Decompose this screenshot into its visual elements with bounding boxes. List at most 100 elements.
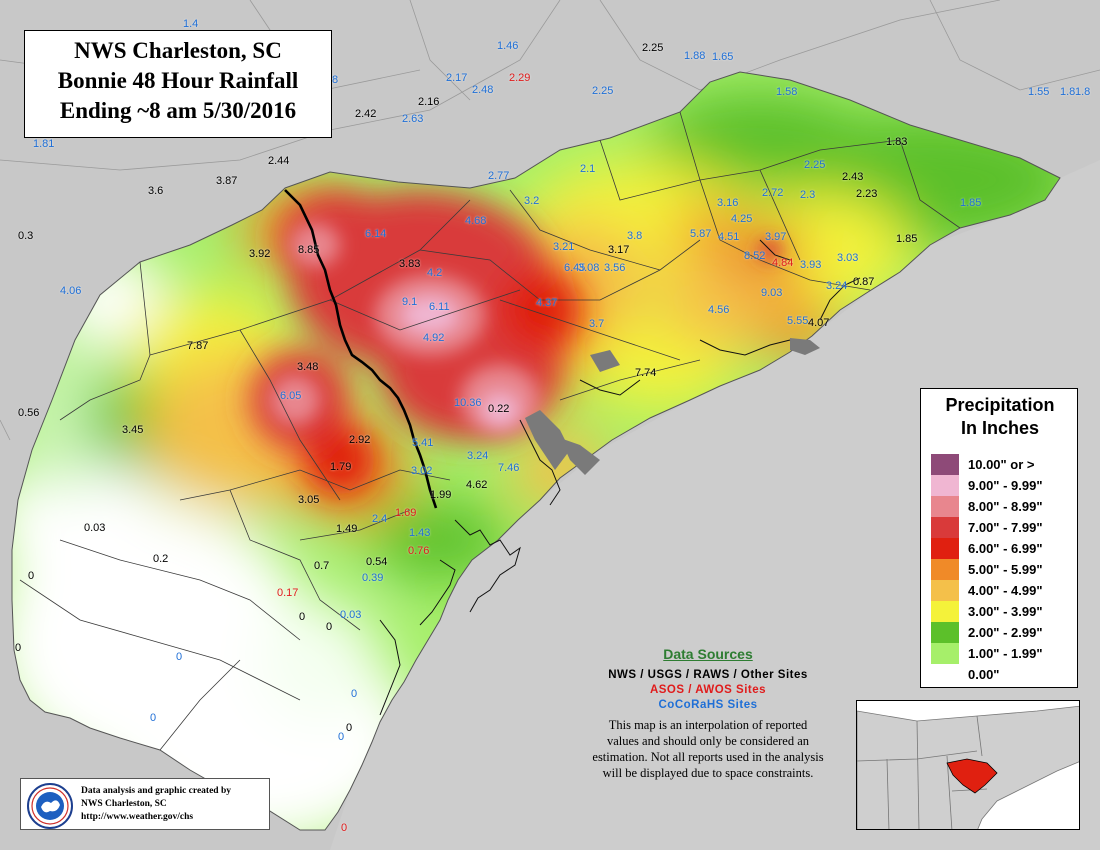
legend-label: 7.00" - 7.99" [968,520,1043,535]
station-value-nws: 1.83 [886,136,908,148]
nws-logo-icon [27,783,73,829]
station-value-cocorahs: 1.8 [1075,86,1091,98]
station-value-cocorahs: 7.46 [498,462,520,474]
station-value-cocorahs: 0.03 [340,609,362,621]
legend-swatch [931,601,959,622]
station-value-cocorahs: 2.3 [800,189,816,201]
ocean-area [330,160,1100,850]
station-value-nws: 4.62 [466,479,488,491]
station-value-cocorahs: 3.93 [800,259,822,271]
station-value-cocorahs: 0 [150,712,157,724]
station-value-cocorahs: 9.1 [402,296,418,308]
legend-swatch [931,622,959,643]
station-value-nws: 0.3 [18,230,34,242]
legend-swatch [931,475,959,496]
legend-row: 3.00" - 3.99" [931,601,1077,622]
station-value-cocorahs: 3.21 [553,241,575,253]
station-value-cocorahs: 3.97 [765,231,787,243]
legend-label: 6.00" - 6.99" [968,541,1043,556]
station-value-cocorahs: 2.17 [446,72,468,84]
disclaimer-line: values and should only be considered an [606,734,810,748]
station-value-cocorahs: 3.24 [467,450,489,462]
savannah-river-state-line [284,189,438,509]
station-value-nws: 4.07 [808,317,830,329]
legend-swatch [931,559,959,580]
station-value-nws: 2.42 [355,108,377,120]
station-value-cocorahs: 4.68 [465,215,487,227]
station-value-cocorahs: 4.56 [708,304,730,316]
station-value-nws: 1.99 [430,489,452,501]
station-value-cocorahs: 2.4 [372,513,388,525]
station-value-asos: 0.17 [277,587,299,599]
station-value-cocorahs: 2.77 [488,170,510,182]
station-value-nws: 2.25 [642,42,664,54]
legend-swatch [931,496,959,517]
station-value-cocorahs: 3.8 [627,230,643,242]
station-value-cocorahs: 9.03 [761,287,783,299]
station-value-cocorahs: 5.87 [690,228,712,240]
station-value-cocorahs: 1.88 [684,50,706,62]
station-value-cocorahs: 3.24 [826,280,848,292]
legend-label: 1.00" - 1.99" [968,646,1043,661]
station-value-cocorahs: 0 [176,651,183,663]
station-value-cocorahs: 1.65 [712,51,734,63]
legend-row: 1.00" - 1.99" [931,643,1077,664]
coastal-water [525,338,820,475]
station-value-cocorahs: 4.25 [731,213,753,225]
station-value-cocorahs: 8 [332,74,339,86]
credit-box: Data analysis and graphic created by NWS… [20,778,270,830]
legend-title-line-2: In Inches [960,418,1040,438]
legend-row: 0.00" [931,664,1077,685]
station-value-cocorahs: 6.14 [365,228,387,240]
disclaimer-line: This map is an interpolation of reported [608,718,808,732]
legend-swatch [931,454,959,475]
credit-line-2: NWS Charleston, SC [81,799,167,809]
station-value-cocorahs: 1.55 [1028,86,1050,98]
source-nws: NWS / USGS / RAWS / Other Sites [608,669,808,681]
station-value-cocorahs: 10.36 [454,397,482,409]
legend-label: 4.00" - 4.99" [968,583,1043,598]
data-sources-title: Data Sources [663,646,753,662]
station-value-cocorahs: 2.48 [472,84,494,96]
station-value-asos: 0 [341,822,348,834]
station-value-nws: 7.74 [635,367,657,379]
station-value-nws: 1.49 [336,523,358,535]
station-value-nws: 3.48 [297,361,319,373]
legend-label: 9.00" - 9.99" [968,478,1043,493]
station-value-cocorahs: 4.51 [718,231,740,243]
station-value-nws: 2.44 [268,155,290,167]
station-value-nws: 0 [15,642,22,654]
station-value-cocorahs: 6.45 [564,262,586,274]
station-value-cocorahs: 3.08 [578,262,600,274]
station-value-nws: 8.85 [298,244,320,256]
legend-label: 2.00" - 2.99" [968,625,1043,640]
station-value-nws: 3.92 [249,248,271,260]
station-value-nws: 2.23 [856,188,878,200]
station-value-cocorahs: 3.02 [411,465,433,477]
legend-row: 9.00" - 9.99" [931,475,1077,496]
station-value-cocorahs: 5.55 [787,315,809,327]
station-value-nws: 0.03 [84,522,106,534]
station-value-cocorahs: 4.06 [60,285,82,297]
legend-label: 3.00" - 3.99" [968,604,1043,619]
title-line-3: Ending ~8 am 5/30/2016 [59,98,297,123]
station-value-cocorahs: 0 [338,731,345,743]
station-value-cocorahs: 0.39 [362,572,384,584]
station-value-cocorahs: 2.63 [402,113,424,125]
station-value-cocorahs: 6.11 [429,301,450,313]
credit-text: Data analysis and graphic created by NWS… [81,785,231,824]
station-value-asos: 0.76 [408,545,430,557]
legend-row: 2.00" - 2.99" [931,622,1077,643]
legend-row: 8.00" - 8.99" [931,496,1077,517]
source-cocorahs: CoCoRaHS Sites [658,699,758,711]
station-value-cocorahs: 2.72 [762,187,784,199]
station-value-cocorahs: 3.2 [524,195,540,207]
title-line-1: NWS Charleston, SC [74,38,282,63]
credit-url: http://www.weather.gov/chs [81,812,194,822]
forecast-area-outline [11,71,1061,831]
station-value-asos: 1.69 [395,507,417,519]
station-value-nws: 0.22 [488,403,510,415]
station-value-nws: 0.87 [853,276,875,288]
legend-swatch [931,538,959,559]
credit-line-1: Data analysis and graphic created by [81,786,231,796]
